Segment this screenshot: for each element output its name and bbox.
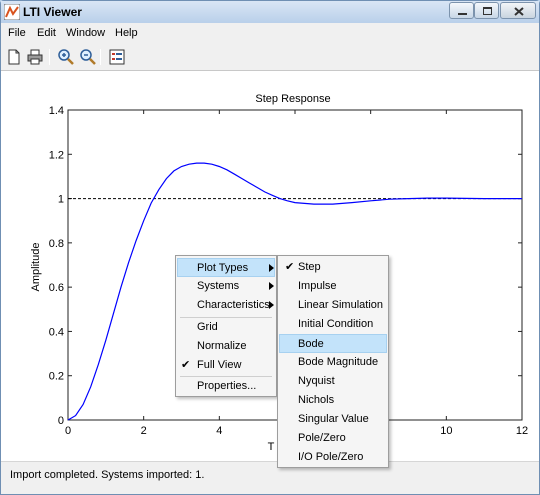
zoom-out-icon[interactable] <box>79 48 97 66</box>
status-text: Import completed. Systems imported: 1. <box>10 469 205 481</box>
toolbar-separator <box>100 49 101 65</box>
submenu-item-io-pole-zero[interactable]: I/O Pole/Zero <box>279 448 387 467</box>
x-tick-label: 10 <box>440 425 452 437</box>
checkmark-icon: ✔ <box>181 359 191 371</box>
y-tick-label: 1.4 <box>49 105 64 117</box>
submenu-item-bode-magnitude[interactable]: Bode Magnitude <box>279 353 387 372</box>
submenu-item-impulse[interactable]: Impulse <box>279 277 387 296</box>
menu-item-label: Properties... <box>197 380 257 392</box>
menu-item-label: Linear Simulation <box>298 299 383 311</box>
menu-item-label: I/O Pole/Zero <box>298 451 364 463</box>
menu-item-label: Initial Condition <box>298 318 374 330</box>
menu-item-characteristics[interactable]: Characteristics <box>177 296 275 315</box>
x-axis-label: T <box>268 441 275 453</box>
menu-item-grid[interactable]: Grid <box>177 318 275 337</box>
submenu-item-nichols[interactable]: Nichols <box>279 391 387 410</box>
submenu-item-linear-simulation[interactable]: Linear Simulation <box>279 296 387 315</box>
y-axis-label: Amplitude <box>30 243 42 292</box>
matlab-logo-icon <box>4 4 20 20</box>
new-file-icon[interactable] <box>5 48 23 66</box>
print-icon[interactable] <box>26 48 44 66</box>
submenu-arrow-icon <box>269 264 274 272</box>
menu-item-label: Bode <box>298 338 324 350</box>
menu-item-label: Full View <box>197 359 242 371</box>
menu-item-normalize[interactable]: Normalize <box>177 337 275 356</box>
y-tick-label: 0.2 <box>49 371 64 383</box>
title-bar[interactable]: LTI Viewer <box>1 1 539 23</box>
minimize-button[interactable] <box>449 2 474 19</box>
menu-item-label: Grid <box>197 321 218 333</box>
submenu-item-initial-condition[interactable]: Initial Condition <box>279 315 387 334</box>
plot-types-submenu: ✔ Step Impulse Linear Simulation Initial… <box>277 255 389 468</box>
menu-item-properties[interactable]: Properties... <box>177 377 275 396</box>
submenu-item-pole-zero[interactable]: Pole/Zero <box>279 429 387 448</box>
y-tick-label: 0.4 <box>49 326 64 338</box>
close-button[interactable] <box>500 2 536 19</box>
submenu-arrow-icon <box>269 282 274 290</box>
menu-item-label: Singular Value <box>298 413 369 425</box>
menu-bar: File Edit Window Help <box>1 23 539 43</box>
x-tick-label: 2 <box>141 425 147 437</box>
maximize-icon <box>483 7 492 15</box>
menu-item-label: Nichols <box>298 394 335 406</box>
minimize-icon <box>458 13 467 15</box>
window-title: LTI Viewer <box>23 5 82 19</box>
y-tick-label: 0.6 <box>49 282 64 294</box>
y-ticks: 0 0.2 0.4 0.6 0.8 1 1.2 1.4 <box>49 105 522 427</box>
menu-edit[interactable]: Edit <box>37 27 56 39</box>
submenu-item-bode[interactable]: Bode <box>279 334 387 353</box>
y-tick-label: 0 <box>58 415 64 427</box>
menu-item-label: Nyquist <box>298 375 335 387</box>
checkmark-icon: ✔ <box>285 261 295 273</box>
y-tick-label: 1 <box>58 194 64 206</box>
menu-window[interactable]: Window <box>66 27 106 39</box>
menu-separator <box>180 317 272 318</box>
y-tick-label: 0.8 <box>49 238 64 250</box>
close-icon <box>514 7 524 16</box>
submenu-item-nyquist[interactable]: Nyquist <box>279 372 387 391</box>
submenu-arrow-icon <box>269 301 274 309</box>
menu-item-label: Characteristics <box>197 299 270 311</box>
menu-separator <box>180 376 272 377</box>
chart-title: Step Response <box>255 93 330 105</box>
y-tick-label: 1.2 <box>49 149 64 161</box>
x-tick-label: 4 <box>216 425 222 437</box>
zoom-in-icon[interactable] <box>57 48 75 66</box>
menu-item-label: Systems <box>197 280 240 292</box>
maximize-button[interactable] <box>474 2 499 19</box>
status-bar: Import completed. Systems imported: 1. <box>1 461 539 494</box>
menu-help[interactable]: Help <box>115 27 138 39</box>
menu-file[interactable]: File <box>8 27 26 39</box>
menu-item-systems[interactable]: Systems <box>177 277 275 296</box>
menu-item-label: Normalize <box>197 340 247 352</box>
plot-config-icon[interactable] <box>108 48 126 66</box>
toolbar-separator <box>49 49 50 65</box>
menu-item-label: Pole/Zero <box>298 432 346 444</box>
menu-item-label: Step <box>298 261 321 273</box>
submenu-item-step[interactable]: ✔ Step <box>279 258 387 277</box>
menu-item-label: Bode Magnitude <box>298 356 379 368</box>
submenu-item-singular-value[interactable]: Singular Value <box>279 410 387 429</box>
menu-item-full-view[interactable]: ✔ Full View <box>177 356 275 375</box>
x-tick-label: 0 <box>65 425 71 437</box>
toolbar <box>1 43 539 71</box>
menu-item-label: Impulse <box>298 280 337 292</box>
x-tick-label: 12 <box>516 425 528 437</box>
context-menu: Plot Types Systems Characteristics Grid … <box>175 255 277 397</box>
menu-item-label: Plot Types <box>197 262 249 274</box>
step-response-curve[interactable] <box>67 162 522 421</box>
menu-item-plot-types[interactable]: Plot Types <box>177 258 275 277</box>
